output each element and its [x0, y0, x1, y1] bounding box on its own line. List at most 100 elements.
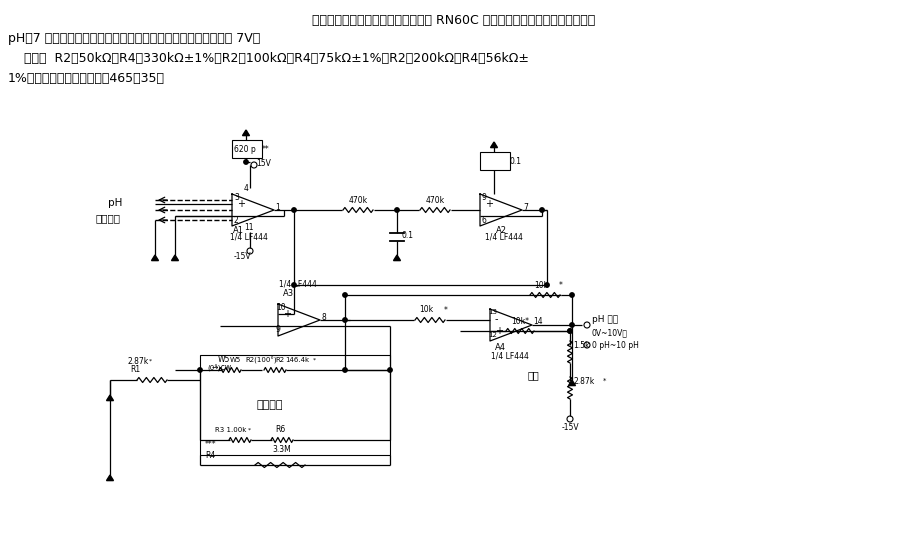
Text: 1/4 LF444: 1/4 LF444 [230, 232, 268, 241]
Text: 2.87k: 2.87k [128, 356, 149, 365]
Text: *: * [248, 428, 252, 433]
Text: R2(100°): R2(100°) [245, 356, 277, 364]
Text: pH: pH [108, 198, 123, 208]
Polygon shape [106, 475, 114, 480]
Text: 11: 11 [244, 222, 253, 231]
Text: 3: 3 [234, 192, 239, 201]
Text: 10k: 10k [419, 305, 433, 315]
Text: 15V: 15V [256, 158, 271, 167]
Circle shape [388, 368, 392, 372]
Text: 2.87k: 2.87k [573, 376, 594, 385]
Text: 0.1: 0.1 [402, 231, 414, 240]
Text: 1.5k: 1.5k [573, 340, 589, 350]
Text: 校准: 校准 [528, 370, 539, 380]
Text: 7: 7 [523, 202, 528, 211]
Text: -15V: -15V [233, 251, 251, 261]
Circle shape [539, 208, 544, 212]
Polygon shape [152, 255, 159, 261]
Circle shape [291, 283, 296, 287]
Polygon shape [490, 142, 498, 147]
Text: A2: A2 [496, 226, 507, 235]
Text: W5: W5 [218, 355, 231, 365]
Text: pH 输出: pH 输出 [592, 315, 618, 325]
Text: 图中＊＊表示聚苯乙烯电容＊表示用 RN60C 型薄膜电阻。为了校准，探头插入: 图中＊＊表示聚苯乙烯电容＊表示用 RN60C 型薄膜电阻。为了校准，探头插入 [312, 14, 596, 27]
Text: -15V: -15V [561, 424, 578, 433]
Text: pH＝7 的溶液中，温度调到溶液温度，然后调整，使输出读数为 7V。: pH＝7 的溶液中，温度调到溶液温度，然后调整，使输出读数为 7V。 [8, 32, 261, 45]
Text: **: ** [262, 145, 270, 153]
Text: +: + [485, 199, 493, 209]
Text: 1/4 LF444: 1/4 LF444 [279, 280, 317, 289]
Text: 探头输入: 探头输入 [95, 213, 120, 223]
Text: 10k*: 10k* [511, 316, 529, 325]
Text: *: * [149, 359, 153, 364]
Text: (0°): (0°) [207, 364, 221, 371]
Text: -: - [283, 321, 287, 331]
Text: ***: *** [205, 440, 217, 449]
Text: *: * [313, 358, 316, 363]
Circle shape [570, 323, 574, 327]
Text: R3 1.00k: R3 1.00k [215, 427, 246, 433]
Polygon shape [568, 380, 576, 386]
Circle shape [568, 329, 572, 333]
Text: 1/4 LF444: 1/4 LF444 [491, 351, 528, 360]
Text: 4: 4 [244, 183, 249, 192]
Text: *: * [444, 305, 448, 315]
Bar [232, 140, 262, 158]
Text: 2: 2 [234, 216, 239, 225]
Bar [200, 355, 390, 455]
Text: 10: 10 [276, 302, 286, 311]
Bar [480, 152, 510, 170]
Text: 620 p: 620 p [234, 145, 256, 153]
Text: 0 pH~10 pH: 0 pH~10 pH [592, 340, 639, 350]
Text: 13: 13 [488, 309, 497, 315]
Text: 温度调节: 温度调节 [257, 400, 283, 410]
Text: 470k: 470k [426, 196, 445, 205]
Text: 9: 9 [482, 192, 487, 201]
Text: 3.3M: 3.3M [272, 445, 291, 454]
Text: R6: R6 [275, 425, 285, 434]
Text: 0.1: 0.1 [510, 156, 522, 166]
Text: 1/4 LF444: 1/4 LF444 [485, 232, 523, 241]
Circle shape [395, 208, 400, 212]
Text: 1%。典型探头为镀金电极＃465－35。: 1%。典型探头为镀金电极＃465－35。 [8, 72, 165, 85]
Text: R4: R4 [205, 450, 215, 459]
Text: A3: A3 [283, 289, 294, 297]
Text: A4: A4 [495, 342, 506, 351]
Polygon shape [393, 255, 400, 261]
Text: +: + [237, 199, 245, 209]
Text: -: - [237, 211, 241, 221]
Text: *: * [559, 280, 563, 290]
Text: 9: 9 [276, 325, 281, 335]
Text: 0V~10V＝: 0V~10V＝ [592, 329, 628, 337]
Text: -: - [495, 314, 498, 324]
Text: R1: R1 [130, 365, 140, 375]
Text: 14: 14 [533, 317, 543, 326]
Text: 146.4k: 146.4k [285, 357, 309, 363]
Circle shape [343, 368, 347, 372]
Text: 6: 6 [482, 216, 487, 225]
Circle shape [343, 293, 347, 297]
Circle shape [343, 318, 347, 322]
Text: -: - [485, 211, 489, 221]
Text: A1: A1 [233, 226, 244, 235]
Text: 10k: 10k [534, 280, 548, 290]
Polygon shape [172, 255, 179, 261]
Text: W5: W5 [230, 357, 242, 363]
Circle shape [244, 160, 248, 164]
Polygon shape [106, 395, 114, 401]
Text: 电路中  R2＝50kΩ，R4＝330kΩ±1%；R2＝100kΩ，R4＝75kΩ±1%；R2＝200kΩ，R4＝56kΩ±: 电路中 R2＝50kΩ，R4＝330kΩ±1%；R2＝100kΩ，R4＝75kΩ… [8, 52, 529, 65]
Polygon shape [242, 130, 250, 136]
Text: +: + [495, 326, 503, 336]
Circle shape [545, 283, 549, 287]
Text: +: + [283, 309, 291, 319]
Text: 1: 1 [275, 202, 280, 211]
Text: 8: 8 [321, 312, 326, 321]
Text: *: * [603, 378, 607, 384]
Circle shape [291, 208, 296, 212]
Text: 12: 12 [488, 332, 497, 338]
Text: R2: R2 [275, 357, 284, 363]
Text: → cw: → cw [212, 364, 232, 373]
Circle shape [568, 329, 572, 333]
Text: 470k: 470k [349, 196, 368, 205]
Circle shape [570, 293, 574, 297]
